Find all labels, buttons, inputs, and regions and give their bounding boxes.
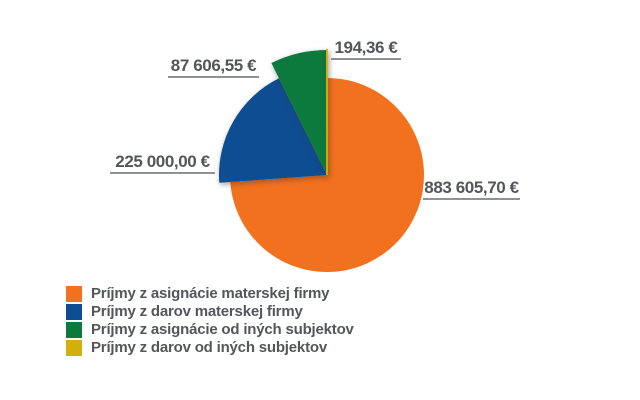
legend-swatch-orange-icon — [66, 286, 82, 302]
legend-swatch-blue-icon — [66, 304, 82, 320]
legend-label: Príjmy z darov od iných subjektov — [91, 339, 327, 356]
legend-item-asignacie-materskej: Príjmy z asignácie materskej firmy — [66, 286, 354, 302]
legend-item-darov-materskej: Príjmy z darov materskej firmy — [66, 304, 354, 320]
legend-label: Príjmy z asignácie materskej firmy — [91, 285, 330, 302]
legend: Príjmy z asignácie materskej firmy Príjm… — [66, 286, 354, 358]
legend-swatch-green-icon — [66, 322, 82, 338]
legend-label: Príjmy z darov materskej firmy — [91, 303, 303, 320]
value-label-asignacie-materskej: 883 605,70 € — [423, 176, 520, 200]
value-label-darov-materskej: 225 000,00 € — [110, 150, 215, 174]
legend-item-darov-inych: Príjmy z darov od iných subjektov — [66, 340, 354, 356]
value-label-asignacie-inych-subjektov: 87 606,55 € — [168, 54, 259, 78]
pie-slice-3 — [271, 50, 327, 175]
value-label-darov-inych-subjektov: 194,36 € — [331, 36, 401, 60]
legend-label: Príjmy z asignácie od iných subjektov — [91, 321, 354, 338]
legend-swatch-yellow-icon — [66, 340, 82, 356]
pie-slice-2 — [219, 78, 327, 183]
legend-item-asignacie-inych: Príjmy z asignácie od iných subjektov — [66, 322, 354, 338]
